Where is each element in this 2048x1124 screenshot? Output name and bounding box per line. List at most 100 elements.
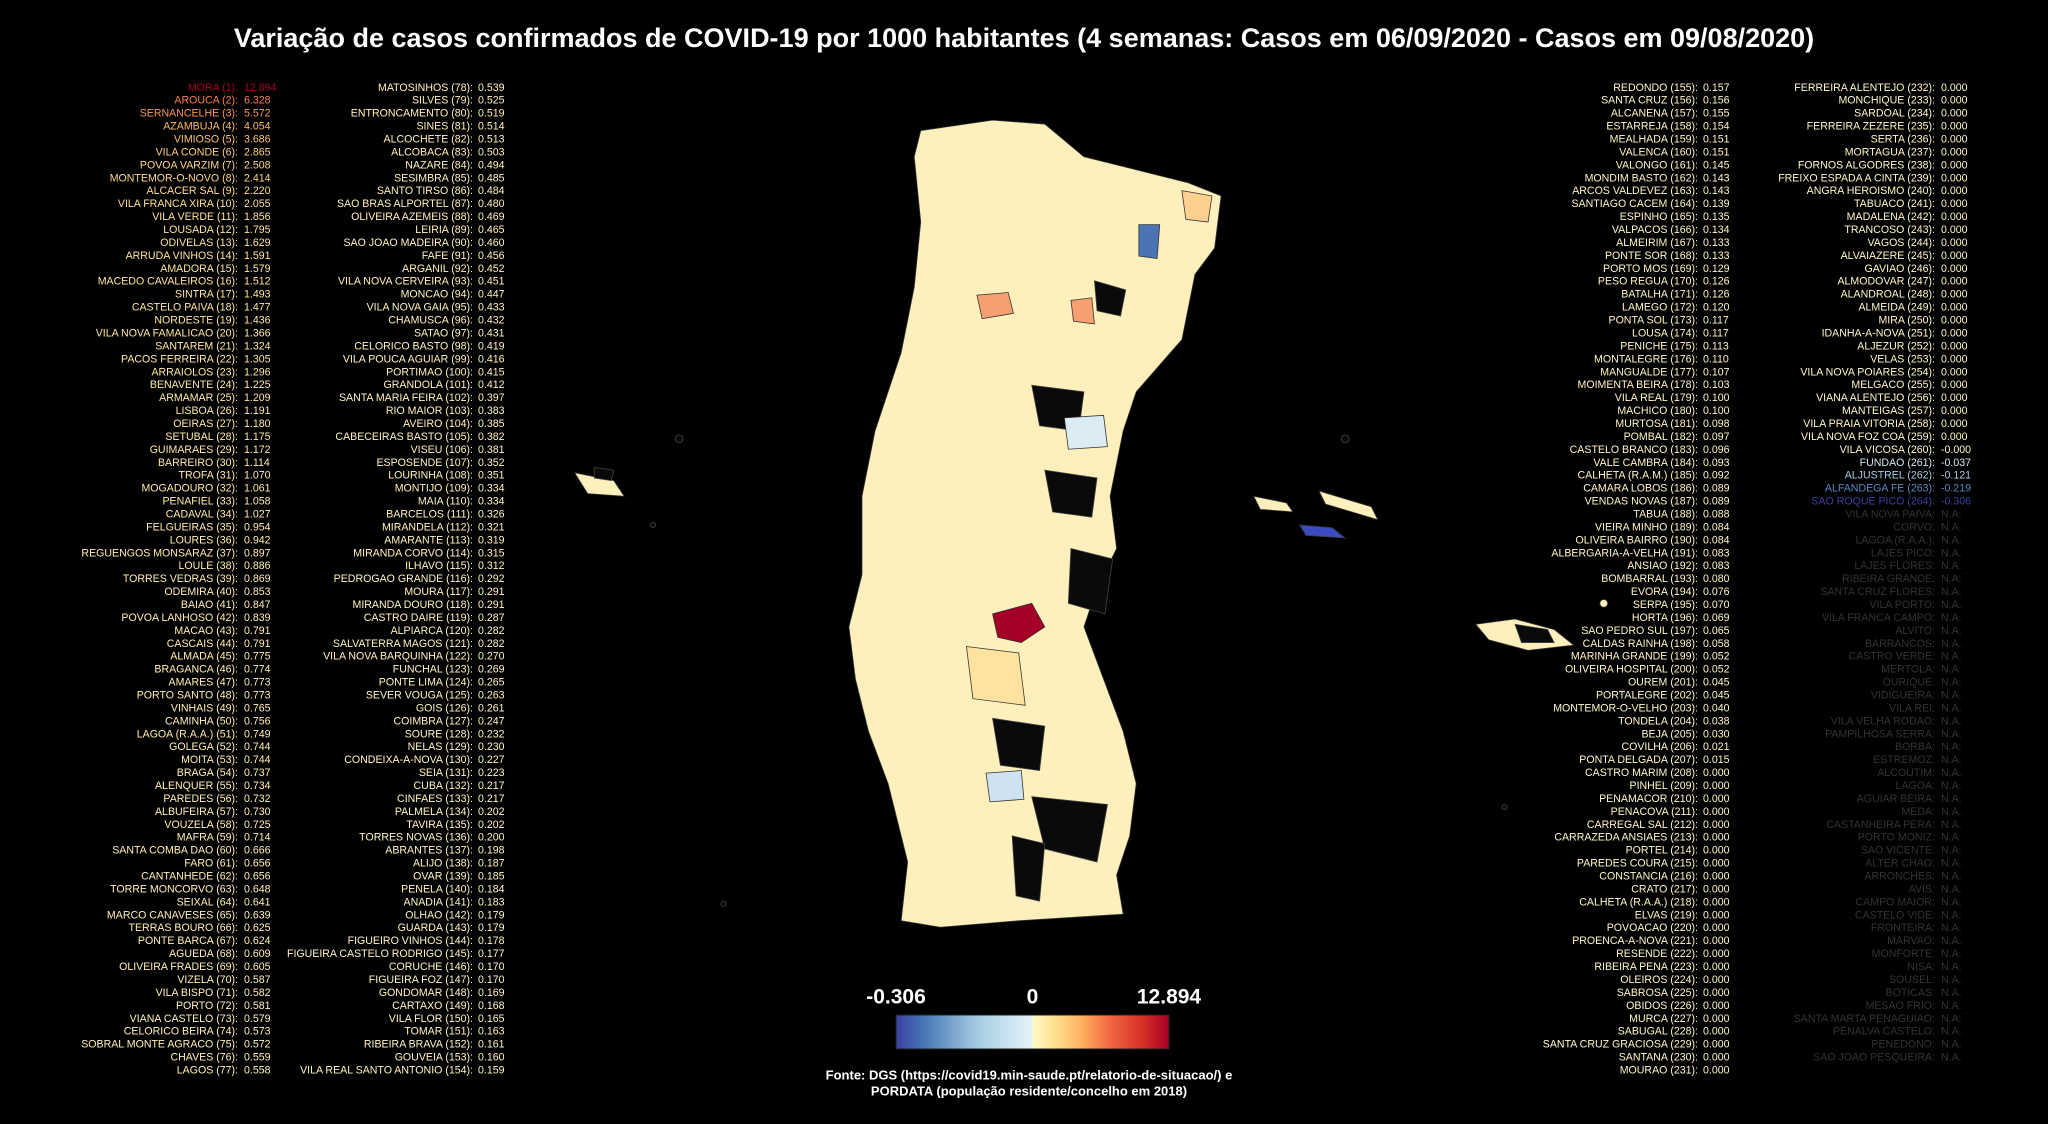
municipality-value: N.A. [1941,638,1962,650]
municipality-value: 0.000 [1703,793,1730,805]
municipality-name: TAVIRA (135): [406,819,473,831]
municipality-value: N.A. [1941,715,1962,727]
municipality-name: VISEU (106): [411,444,473,456]
municipality-value: 0.579 [244,1013,271,1025]
municipality-name: MIRANDA DOURO (118): [353,599,473,611]
municipality-name: MATOSINHOS (78): [378,82,473,94]
municipality-name: CRATO (217): [1631,883,1698,895]
municipality-name: MONFORTE: [1872,948,1935,960]
municipality-value: 0.103 [1703,379,1730,391]
municipality-value: 0.000 [1941,211,1968,223]
region [1181,190,1213,223]
municipality-value: 0.503 [478,146,505,158]
municipality-value: 0.202 [478,806,505,818]
municipality-value: 0.000 [1703,767,1730,779]
municipality-value: 0.000 [1941,418,1968,430]
municipality-name: OLIVEIRA FRADES (69): [119,961,238,973]
municipality-value: 0.315 [478,547,505,559]
municipality-value: 0.000 [1941,315,1968,327]
municipality-name: CARTAXO (149): [392,1000,473,1012]
municipality-value: 1.058 [244,496,271,508]
municipality-name: CUBA (132): [414,780,473,792]
municipality-name: ODIVELAS (13): [160,237,238,249]
municipality-value: 0.000 [1941,159,1968,171]
municipality-value: 0.270 [478,651,505,663]
municipality-name: FERREIRA ZEZERE (235): [1807,121,1935,133]
municipality-name: AROUCA (2): [174,95,238,107]
municipality-value: 0.040 [1703,702,1730,714]
municipality-value: 0.469 [478,211,505,223]
island [720,900,727,907]
municipality-name: VIMIOSO (5): [174,134,238,146]
municipality-name: GRANDOLA (101): [384,379,474,391]
municipality-value: N.A. [1941,780,1962,792]
municipality-name: POMBAL (182): [1624,431,1698,443]
municipality-name: PONTE LIMA (124): [379,677,473,689]
municipality-value: 0.000 [1703,806,1730,818]
municipality-name: SERTA (236): [1871,134,1935,146]
municipality-value: 0.098 [1703,418,1730,430]
municipality-name: CASTANHEIRA PERA: [1826,819,1935,831]
municipality-name: PORTIMAO (100): [386,366,473,378]
municipality-value: 0.000 [1941,146,1968,158]
municipality-value: 0.581 [244,1000,271,1012]
municipality-name: MACAO (43): [174,625,238,637]
municipality-name: MONTIJO (109): [395,483,473,495]
municipality-value: 0.083 [1703,560,1730,572]
municipality-value: 0.143 [1703,185,1730,197]
municipality-value: 0.000 [1941,302,1968,314]
municipality-value: N.A. [1941,1052,1962,1064]
municipality-name: ALCOBACA (83): [391,146,473,158]
municipality-value: 0.126 [1703,289,1730,301]
municipality-name: IDANHA-A-NOVA (251): [1822,327,1935,339]
municipality-name: PONTA DELGADA (207): [1579,754,1698,766]
municipality-value: 0.000 [1703,922,1730,934]
municipality-value: 0.460 [478,237,505,249]
municipality-value: 0.714 [244,832,271,844]
municipality-name: GOLEGA (52): [169,741,238,753]
municipality-value: 0.291 [478,586,505,598]
municipality-value: 0.000 [1703,871,1730,883]
municipality-name: SANTA MARTA PENAGUIAO: [1794,1013,1935,1025]
municipality-value: 0.145 [1703,159,1730,171]
municipality-name: AMARANTE (113): [384,534,473,546]
municipality-name: HORTA (196): [1632,612,1698,624]
municipality-name: SETUBAL (28): [165,431,238,443]
municipality-value: 0.447 [478,289,505,301]
municipality-name: BRAGANCA (46): [154,664,238,676]
municipality-name: SANTANA (230): [1619,1052,1698,1064]
municipality-name: LAMEGO (172): [1622,302,1698,314]
municipality-name: MAIA (110): [418,496,473,508]
municipality-name: TABUACO (241): [1854,198,1935,210]
municipality-value: 0.000 [1941,340,1968,352]
municipality-name: SAO VICENTE: [1861,845,1935,857]
municipality-name: VILA NOVA POIARES (254): [1800,366,1935,378]
municipality-value: 0.897 [244,547,271,559]
municipality-value: 0.484 [478,185,505,197]
municipality-value: 1.493 [244,289,271,301]
municipality-value: N.A. [1941,741,1962,753]
municipality-value: N.A. [1941,560,1962,572]
municipality-name: CABECEIRAS BASTO (105): [335,431,473,443]
municipality-name: RESENDE (222): [1616,948,1698,960]
municipality-name: FIGUEIRA CASTELO RODRIGO (145): [287,948,473,960]
municipality-name: VILA POUCA AGUIAR (99): [343,353,473,365]
municipality-value: 0.058 [1703,638,1730,650]
municipality-name: REDONDO (155): [1613,82,1698,94]
municipality-value: 0.083 [1703,547,1730,559]
municipality-value: 0.352 [478,457,505,469]
municipality-value: N.A. [1941,508,1962,520]
municipality-value: 0.097 [1703,431,1730,443]
municipality-value: 0.641 [244,896,271,908]
municipality-value: 0.165 [478,1013,505,1025]
municipality-value: 0.737 [244,767,271,779]
municipality-value: 0.639 [244,909,271,921]
municipality-value: 0.000 [1941,276,1968,288]
municipality-value: 1.795 [244,224,271,236]
municipality-value: 0.756 [244,715,271,727]
municipality-name: VALONGO (161): [1616,159,1698,171]
municipality-name: EVORA (194): [1631,586,1698,598]
municipality-name: MACHICO (180): [1617,405,1698,417]
municipality-name: VALENCA (160): [1619,146,1698,158]
municipality-value: N.A. [1941,987,1962,999]
